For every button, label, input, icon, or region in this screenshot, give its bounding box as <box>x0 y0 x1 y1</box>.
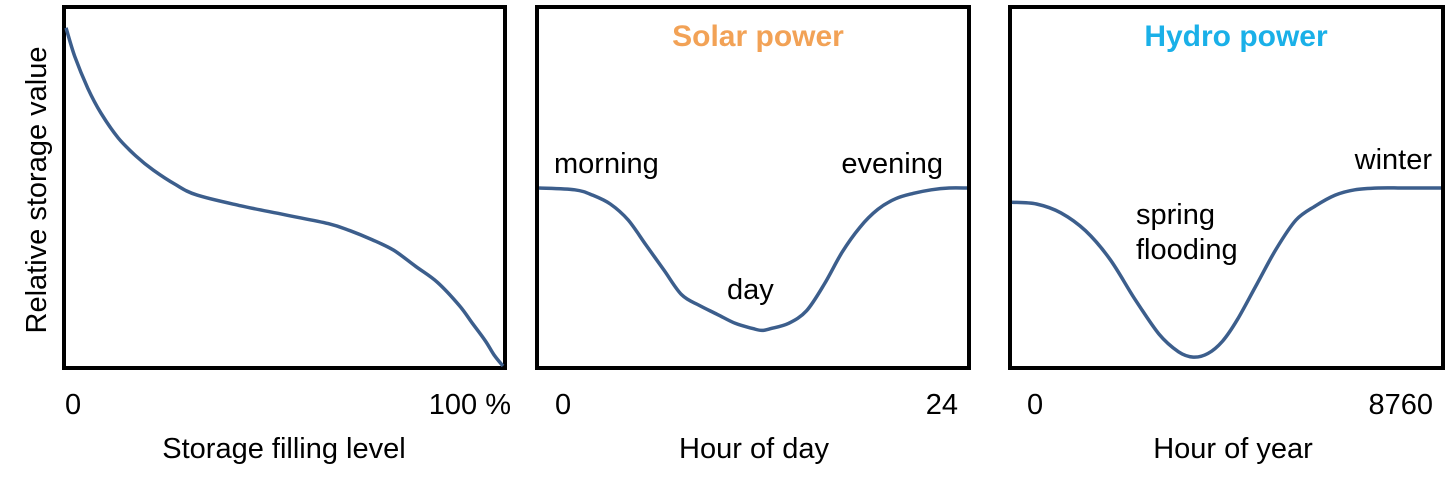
chart-panel-hydro: Hydro power spring flooding winter 0 876… <box>1008 5 1445 465</box>
chart-title: Hydro power <box>1144 20 1328 53</box>
series-group <box>64 27 505 368</box>
series-line-3-1 <box>1011 186 1441 359</box>
chart-title: Solar power <box>672 20 844 53</box>
annotation-day: day <box>727 274 774 306</box>
x-axis-label: Storage filling level <box>162 433 405 465</box>
x-tick-label-end: 100 % <box>429 389 511 421</box>
plot-frame <box>1008 5 1445 370</box>
x-tick-label-start: 0 <box>555 389 571 421</box>
x-tick-label-start: 0 <box>1027 389 1043 421</box>
x-tick-label-start: 0 <box>65 389 81 421</box>
series-line-1-1 <box>64 27 505 368</box>
series-group <box>538 186 968 333</box>
annotation-spring-line1: spring <box>1136 199 1215 231</box>
plot-frame <box>62 5 507 370</box>
series-group <box>1011 186 1441 359</box>
chart-panel-solar: Solar power morning day evening 0 24 Hou… <box>535 5 971 465</box>
plot-frame <box>535 5 971 370</box>
annotation-winter: winter <box>1354 144 1433 176</box>
y-axis-label: Relative storage value <box>21 47 53 334</box>
annotation-morning: morning <box>554 148 659 180</box>
x-axis-label: Hour of day <box>679 433 829 465</box>
annotation-spring-line2: flooding <box>1136 234 1238 266</box>
chart-panel-storage: 0 100 % Storage filling level <box>62 5 511 465</box>
annotation-evening: evening <box>841 148 943 180</box>
annotation-spring: spring flooding <box>1136 199 1238 266</box>
x-tick-label-end: 8760 <box>1368 389 1433 421</box>
x-axis-label: Hour of year <box>1153 433 1313 465</box>
series-line-2-1 <box>538 186 968 333</box>
x-tick-label-end: 24 <box>926 389 958 421</box>
